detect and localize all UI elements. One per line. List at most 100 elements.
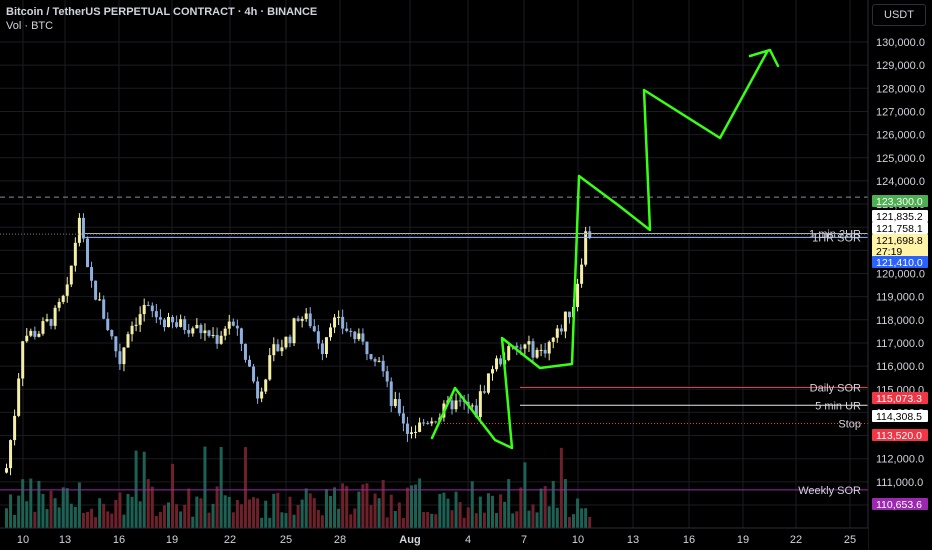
candle-body (37, 333, 41, 337)
grid-lines (0, 0, 868, 528)
volume-bar (235, 500, 239, 528)
level-label: Weekly SOR (798, 485, 861, 497)
candle-body (110, 330, 114, 337)
volume-bar (49, 490, 53, 528)
candle-body (430, 421, 434, 424)
volume-bar (567, 517, 571, 528)
candle-body (543, 349, 547, 354)
volume-bar (478, 496, 482, 528)
candle-body (130, 325, 134, 335)
volume-bar (126, 493, 130, 528)
volume-bar (523, 462, 527, 528)
candle-body (81, 217, 85, 239)
price-badge (872, 245, 928, 257)
candle-body (288, 336, 292, 344)
volume-bar (584, 508, 588, 528)
candle-body (235, 325, 239, 329)
candle-body (369, 354, 373, 360)
price-badge-label: 121,758.1 (876, 223, 923, 235)
candle-body (5, 468, 8, 473)
volume-bar (231, 512, 235, 528)
candle-body (499, 358, 503, 365)
candle-body (567, 311, 571, 318)
candle-body (158, 317, 162, 320)
volume-bar (365, 483, 369, 528)
volume-bar (41, 493, 45, 528)
price-tick-label: 125,000.0 (876, 153, 925, 165)
volume-bar (248, 499, 251, 528)
volume-bar (138, 501, 142, 528)
candle-body (389, 381, 393, 406)
candle-body (45, 319, 49, 322)
volume-bar (57, 507, 61, 528)
volume-bar (191, 516, 195, 528)
volume-bar (304, 488, 308, 528)
volume-bar (369, 505, 373, 528)
volume-bar (535, 512, 539, 528)
candle-body (507, 346, 511, 361)
volume-bar (134, 450, 138, 528)
volume-bar (349, 514, 353, 528)
volume-bar (495, 513, 499, 528)
candle-body (231, 321, 235, 326)
candle-body (365, 341, 369, 355)
price-badge-label: 27:19 (876, 246, 902, 258)
candle-body (563, 311, 567, 332)
time-axis[interactable]: 10 13 16 19 22 25 28 Aug 4 7 10 13 16 19 22 25 (0, 527, 868, 550)
volume-bar (329, 496, 332, 528)
candle-body (154, 311, 158, 318)
price-tick-label: 130,000.0 (876, 37, 925, 49)
candle-body (102, 299, 106, 319)
volume-bar (580, 508, 584, 528)
volume-bar (215, 486, 219, 528)
candle-body (13, 415, 17, 441)
volume-bar (430, 513, 434, 528)
currency-button[interactable]: USDT (872, 4, 926, 26)
volume-bar (239, 504, 243, 528)
price-badges: 123,300.0 121,835.2121,758.1121,698.827:1… (872, 195, 928, 511)
candle-body (183, 319, 187, 331)
level-label: 5 min UR (815, 400, 861, 412)
volume-bar (296, 504, 300, 528)
volume-bar (114, 499, 118, 528)
price-badge (872, 429, 928, 441)
candle-body (523, 344, 527, 349)
candle-body (227, 321, 231, 329)
price-axis[interactable]: 110,000.0111,000.0112,000.0113,000.0114,… (867, 0, 932, 550)
volume-bar (280, 512, 284, 528)
volume-indicator-label[interactable]: Vol · BTC (6, 20, 54, 32)
volume-bar (69, 503, 73, 528)
candle-body (405, 423, 409, 434)
volume-bar (422, 512, 426, 528)
volume-bar (167, 502, 170, 528)
price-tick-label: 112,000.0 (876, 454, 924, 466)
candle-body (482, 391, 486, 393)
volume-bar (397, 502, 401, 528)
volume-bar (345, 486, 349, 528)
volume-bar (256, 498, 260, 528)
volume-bar (434, 514, 438, 528)
price-tick-label: 128,000.0 (876, 83, 925, 95)
price-badge (872, 195, 928, 207)
price-badge (872, 392, 928, 404)
volume-bar (5, 508, 8, 528)
candle-body (576, 283, 580, 307)
candle-body (551, 337, 555, 342)
candle-body (126, 334, 130, 348)
candle-body (65, 284, 69, 296)
volume-bar (223, 495, 227, 528)
volume-bar (130, 496, 134, 528)
volume-bar (312, 498, 316, 528)
volume-bar (454, 491, 458, 528)
candle-body (33, 330, 37, 337)
volume-bar (438, 493, 442, 528)
volume-bar (410, 485, 413, 528)
volume-bar (203, 446, 207, 528)
volume-bar (98, 498, 102, 528)
candle-body (580, 264, 584, 284)
volume-bar (195, 496, 199, 528)
candle-body (280, 347, 284, 352)
level-label: 1HR SOR (812, 232, 861, 244)
time-tick-label: 25 (844, 534, 856, 546)
